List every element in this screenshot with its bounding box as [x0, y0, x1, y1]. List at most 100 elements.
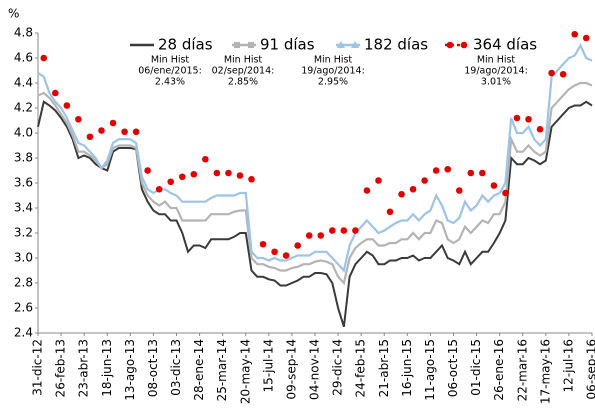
- x-tick-label: 26-ene-16: [492, 339, 506, 401]
- x-tick-label: 12-jul-16: [561, 339, 575, 392]
- annotation: 19/ago/2014:: [464, 66, 528, 77]
- y-tick-label: 2.8: [14, 276, 33, 290]
- annotation: 19/ago/2014:: [301, 66, 365, 77]
- annotation: Min Hist: [151, 55, 190, 66]
- series-line: [37, 81, 593, 286]
- annotation: 3.01%: [481, 77, 511, 88]
- data-point: [178, 173, 186, 181]
- y-tick-label: 3.4: [14, 201, 33, 215]
- x-tick-label: 13-ago-13: [123, 339, 137, 401]
- legend-label: 28 días: [158, 36, 213, 54]
- legend-marker: [234, 42, 240, 48]
- data-point: [259, 240, 267, 248]
- data-point: [432, 167, 440, 174]
- data-point: [63, 102, 71, 109]
- data-point: [479, 169, 486, 177]
- x-tick-label: 25-mar-14: [215, 339, 229, 401]
- data-point: [190, 170, 198, 178]
- data-point: [386, 208, 394, 216]
- data-point: [144, 167, 151, 174]
- annotation: Min Hist: [314, 55, 353, 66]
- y-tick-label: 4.0: [14, 126, 33, 140]
- y-tick-label: 4.2: [14, 101, 33, 115]
- data-point: [421, 177, 428, 184]
- y-tick-label: 4.4: [14, 76, 33, 90]
- legend-marker: [248, 42, 254, 48]
- y-axis-label: %: [8, 7, 19, 21]
- series-line: [37, 43, 593, 273]
- data-point: [502, 189, 509, 197]
- x-tick-label: 20-may-14: [238, 339, 252, 404]
- data-point: [467, 169, 475, 177]
- data-point: [444, 165, 452, 173]
- data-point: [363, 187, 371, 194]
- x-tick-label: 26-feb-13: [54, 339, 68, 397]
- data-point: [340, 227, 348, 234]
- x-tick-label: 17-may-16: [538, 339, 552, 404]
- annotation: 2.95%: [318, 77, 348, 88]
- y-tick-label: 2.4: [14, 326, 33, 340]
- annotation: Min Hist: [477, 55, 516, 66]
- series-line: [37, 100, 593, 327]
- data-point: [98, 127, 105, 134]
- x-tick-label: 04-nov-14: [308, 339, 322, 400]
- data-point: [155, 185, 163, 193]
- y-tick-label: 2.6: [14, 301, 33, 315]
- data-point: [490, 182, 498, 189]
- legend-marker: [337, 41, 345, 48]
- x-tick-label: 03-dic-13: [169, 339, 183, 396]
- data-point: [536, 125, 544, 133]
- data-point: [236, 172, 244, 179]
- annotation: Min Hist: [224, 55, 263, 66]
- x-tick-label: 16-jun-15: [400, 339, 414, 397]
- data-point: [75, 115, 82, 123]
- data-point: [582, 34, 590, 42]
- data-point: [571, 30, 578, 38]
- legend-marker: [460, 41, 468, 49]
- data-point: [317, 232, 325, 239]
- data-point: [225, 169, 232, 177]
- data-point: [202, 155, 209, 163]
- data-point: [294, 242, 301, 249]
- x-tick-label: 06-sep-16: [585, 339, 595, 399]
- x-tick-label: 21-abr-15: [377, 339, 391, 397]
- data-point: [132, 128, 140, 136]
- x-tick-label: 29-dic-14: [331, 339, 345, 396]
- data-point: [282, 252, 290, 259]
- x-tick-label: 08-oct-13: [146, 339, 160, 397]
- annotation: 02/sep/2014:: [212, 66, 275, 77]
- data-point: [271, 248, 278, 256]
- data-point: [525, 115, 532, 123]
- data-point: [40, 54, 48, 62]
- x-tick-label: 15-jul-14: [261, 339, 275, 392]
- data-point: [248, 175, 255, 183]
- x-tick-label: 11-ago-15: [423, 339, 437, 401]
- x-tick-label: 06-oct-15: [446, 339, 460, 397]
- x-tick-label: 18-jun-13: [100, 339, 114, 397]
- annotation: 06/ene/2015:: [138, 66, 202, 77]
- legend-marker: [446, 41, 454, 49]
- data-point: [86, 133, 94, 141]
- y-tick-label: 3.8: [14, 151, 33, 165]
- annotation: 2.43%: [155, 77, 185, 88]
- data-point: [548, 69, 555, 77]
- legend-marker: [351, 41, 359, 48]
- legend-label: 364 días: [473, 36, 537, 54]
- data-point: [213, 169, 221, 177]
- annotation: 2.85%: [228, 77, 258, 88]
- data-point: [305, 232, 313, 239]
- legend-label: 182 días: [364, 36, 428, 54]
- data-point: [109, 119, 117, 127]
- y-tick-label: 3.2: [14, 226, 33, 240]
- y-tick-label: 4.8: [14, 26, 33, 40]
- data-point: [455, 187, 463, 194]
- x-tick-label: 23-abr-13: [77, 339, 91, 397]
- legend-label: 91 días: [260, 36, 315, 54]
- data-point: [398, 190, 405, 198]
- y-tick-label: 3.6: [14, 176, 33, 190]
- y-tick-label: 3.0: [14, 251, 33, 265]
- data-point: [375, 177, 382, 184]
- data-point: [409, 185, 417, 193]
- x-tick-label: 09-sep-14: [284, 339, 298, 399]
